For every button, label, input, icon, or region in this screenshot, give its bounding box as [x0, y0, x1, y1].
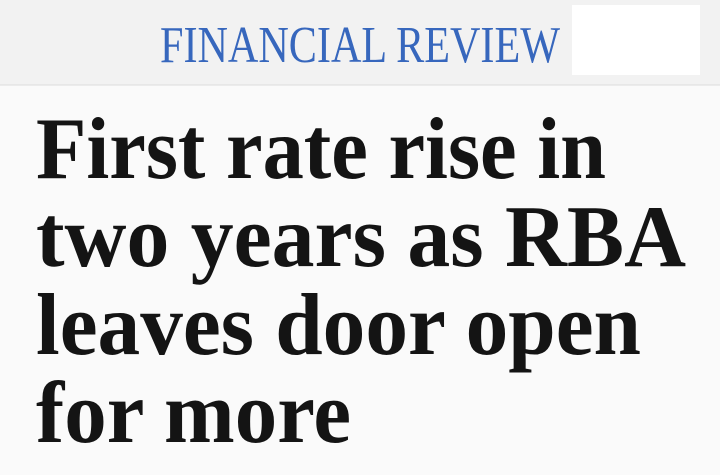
- masthead-title[interactable]: FINANCIAL REVIEW: [160, 17, 560, 74]
- headline-line: First rate rise in: [36, 101, 606, 198]
- header-blank-box: [572, 5, 700, 75]
- headline-line: two years as RBA: [36, 189, 686, 286]
- headline-line: for more: [36, 365, 351, 462]
- headline-line: leaves door open: [36, 277, 641, 374]
